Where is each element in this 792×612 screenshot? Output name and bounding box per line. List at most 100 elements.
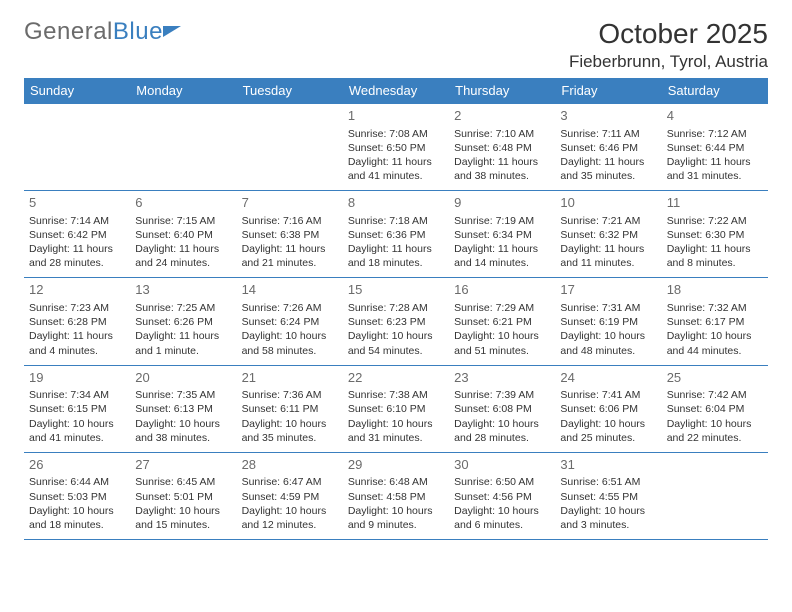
day-cell: 22Sunrise: 7:38 AMSunset: 6:10 PMDayligh… [343,366,449,452]
sunrise-text: Sunrise: 7:14 AM [29,214,125,228]
sunrise-text: Sunrise: 7:39 AM [454,388,550,402]
sunset-text: Sunset: 4:56 PM [454,490,550,504]
day-cell: 16Sunrise: 7:29 AMSunset: 6:21 PMDayligh… [449,278,555,364]
day-number: 3 [560,107,656,125]
day-number: 17 [560,281,656,299]
sunrise-text: Sunrise: 7:34 AM [29,388,125,402]
day-number: 13 [135,281,231,299]
sunrise-text: Sunrise: 7:10 AM [454,127,550,141]
daylight-text: Daylight: 10 hours and 58 minutes. [242,329,338,357]
day-header: Friday [555,78,661,103]
week-row: 5Sunrise: 7:14 AMSunset: 6:42 PMDaylight… [24,190,768,277]
day-cell [24,104,130,190]
day-cell: 30Sunrise: 6:50 AMSunset: 4:56 PMDayligh… [449,453,555,539]
day-cell: 7Sunrise: 7:16 AMSunset: 6:38 PMDaylight… [237,191,343,277]
sunset-text: Sunset: 4:58 PM [348,490,444,504]
day-number: 29 [348,456,444,474]
day-number: 28 [242,456,338,474]
sunset-text: Sunset: 6:26 PM [135,315,231,329]
daylight-text: Daylight: 10 hours and 15 minutes. [135,504,231,532]
logo-word2: Blue [113,18,163,45]
sunrise-text: Sunrise: 6:51 AM [560,475,656,489]
day-number: 21 [242,369,338,387]
daylight-text: Daylight: 11 hours and 18 minutes. [348,242,444,270]
sunset-text: Sunset: 6:13 PM [135,402,231,416]
daylight-text: Daylight: 11 hours and 8 minutes. [667,242,763,270]
sunrise-text: Sunrise: 7:42 AM [667,388,763,402]
day-cell: 23Sunrise: 7:39 AMSunset: 6:08 PMDayligh… [449,366,555,452]
sunrise-text: Sunrise: 6:45 AM [135,475,231,489]
day-header: Wednesday [343,78,449,103]
day-number: 12 [29,281,125,299]
day-header: Sunday [24,78,130,103]
header: GeneralBlue October 2025 Fieberbrunn, Ty… [24,18,768,72]
day-number: 27 [135,456,231,474]
daylight-text: Daylight: 10 hours and 38 minutes. [135,417,231,445]
day-cell: 6Sunrise: 7:15 AMSunset: 6:40 PMDaylight… [130,191,236,277]
day-number: 31 [560,456,656,474]
day-cell: 14Sunrise: 7:26 AMSunset: 6:24 PMDayligh… [237,278,343,364]
logo-text: GeneralBlue [24,18,163,46]
daylight-text: Daylight: 11 hours and 24 minutes. [135,242,231,270]
day-cell [237,104,343,190]
day-number: 2 [454,107,550,125]
day-number: 1 [348,107,444,125]
day-cell: 12Sunrise: 7:23 AMSunset: 6:28 PMDayligh… [24,278,130,364]
sunrise-text: Sunrise: 7:25 AM [135,301,231,315]
sunset-text: Sunset: 6:04 PM [667,402,763,416]
sunrise-text: Sunrise: 7:12 AM [667,127,763,141]
title-block: October 2025 Fieberbrunn, Tyrol, Austria [569,18,768,72]
day-number: 19 [29,369,125,387]
day-number: 24 [560,369,656,387]
day-cell: 11Sunrise: 7:22 AMSunset: 6:30 PMDayligh… [662,191,768,277]
day-number: 10 [560,194,656,212]
day-number: 22 [348,369,444,387]
daylight-text: Daylight: 10 hours and 44 minutes. [667,329,763,357]
daylight-text: Daylight: 10 hours and 25 minutes. [560,417,656,445]
sunset-text: Sunset: 6:50 PM [348,141,444,155]
sunset-text: Sunset: 6:30 PM [667,228,763,242]
week-row: 19Sunrise: 7:34 AMSunset: 6:15 PM Dayligh… [24,365,768,452]
day-number: 5 [29,194,125,212]
location-text: Fieberbrunn, Tyrol, Austria [569,52,768,72]
day-header: Monday [130,78,236,103]
sunrise-text: Sunrise: 7:26 AM [242,301,338,315]
sunset-text: Sunset: 6:40 PM [135,228,231,242]
daylight-text: Daylight: 10 hours and 31 minutes. [348,417,444,445]
sunset-text: Sunset: 6:32 PM [560,228,656,242]
sunset-text: Sunset: 6:44 PM [667,141,763,155]
sunset-text: Sunset: 6:08 PM [454,402,550,416]
sunset-text: Sunset: 6:38 PM [242,228,338,242]
triangle-icon [163,26,181,37]
daylight-text: Daylight: 11 hours and 38 minutes. [454,155,550,183]
day-cell: 4Sunrise: 7:12 AMSunset: 6:44 PMDaylight… [662,104,768,190]
day-number: 25 [667,369,763,387]
sunset-text: Sunset: 6:17 PM [667,315,763,329]
daylight-text: Daylight: 10 hours and 28 minutes. [454,417,550,445]
week-row: 1Sunrise: 7:08 AMSunset: 6:50 PMDaylight… [24,103,768,190]
day-cell: 19Sunrise: 7:34 AMSunset: 6:15 PMDayligh… [24,366,130,452]
logo: GeneralBlue [24,18,181,46]
sunset-text: Sunset: 4:59 PM [242,490,338,504]
day-cell: 13Sunrise: 7:25 AMSunset: 6:26 PMDayligh… [130,278,236,364]
sunset-text: Sunset: 6:06 PM [560,402,656,416]
daylight-text: Daylight: 11 hours and 4 minutes. [29,329,125,357]
day-number: 8 [348,194,444,212]
day-number: 11 [667,194,763,212]
daylight-text: Daylight: 11 hours and 21 minutes. [242,242,338,270]
day-number: 30 [454,456,550,474]
sunset-text: Sunset: 6:15 PM [29,402,125,416]
sunset-text: Sunset: 6:28 PM [29,315,125,329]
month-title: October 2025 [569,18,768,50]
sunrise-text: Sunrise: 7:15 AM [135,214,231,228]
sunset-text: Sunset: 6:11 PM [242,402,338,416]
sunrise-text: Sunrise: 7:21 AM [560,214,656,228]
day-cell: 31Sunrise: 6:51 AMSunset: 4:55 PMDayligh… [555,453,661,539]
day-number: 18 [667,281,763,299]
sunrise-text: Sunrise: 7:28 AM [348,301,444,315]
day-cell: 1Sunrise: 7:08 AMSunset: 6:50 PMDaylight… [343,104,449,190]
day-cell: 29Sunrise: 6:48 AMSunset: 4:58 PMDayligh… [343,453,449,539]
sunrise-text: Sunrise: 7:41 AM [560,388,656,402]
sunrise-text: Sunrise: 7:32 AM [667,301,763,315]
sunset-text: Sunset: 5:01 PM [135,490,231,504]
